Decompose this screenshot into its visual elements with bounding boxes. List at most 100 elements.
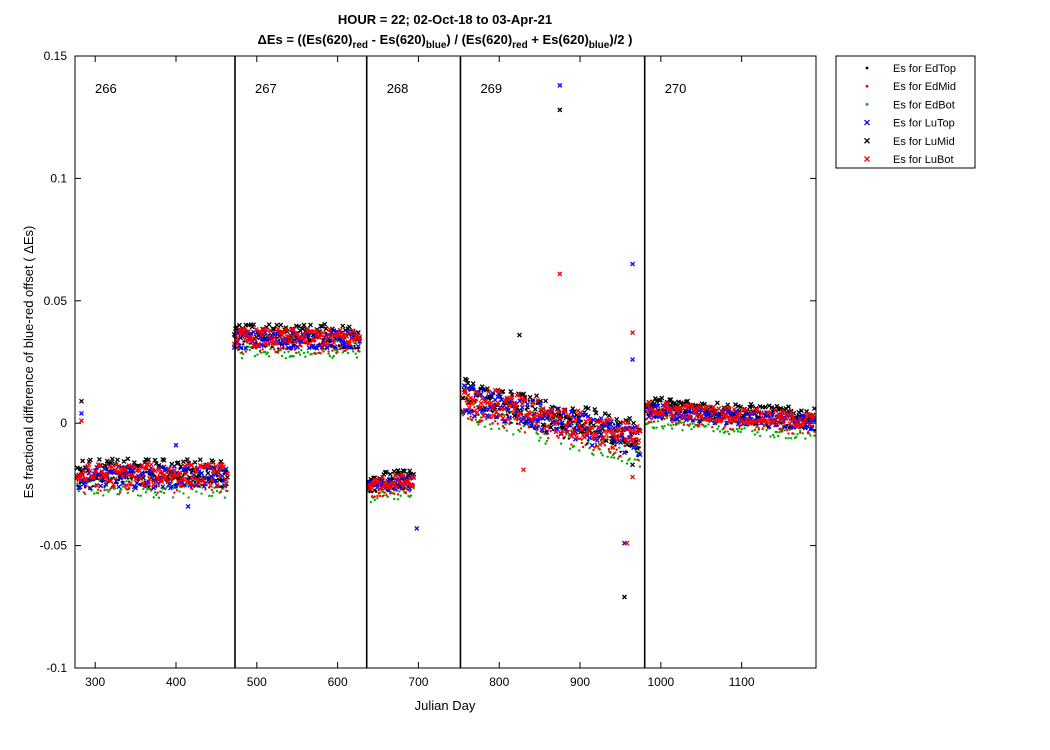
point-es-for-edbot	[283, 351, 286, 354]
point-es-for-edbot	[518, 430, 521, 433]
point-es-for-lutop	[540, 416, 546, 421]
point-es-for-lubot	[674, 405, 680, 410]
point-es-for-lubot	[177, 470, 183, 476]
point-es-for-lubot	[779, 408, 785, 414]
point-es-for-lumid	[686, 408, 692, 414]
point-es-for-lutop	[501, 418, 507, 424]
point-es-for-edmid	[127, 487, 131, 490]
point-es-for-lubot	[778, 415, 784, 421]
point-es-for-edbot	[578, 449, 581, 452]
point-es-for-lubot	[279, 332, 285, 338]
point-es-for-lubot	[711, 404, 716, 410]
point-es-for-edbot	[126, 491, 130, 495]
point-es-for-edbot	[670, 427, 674, 430]
point-es-for-lubot	[120, 473, 126, 479]
point-es-for-lumid	[615, 421, 621, 427]
point-es-for-lumid	[278, 322, 284, 328]
point-es-for-lubot	[357, 336, 363, 342]
point-es-for-lubot	[766, 410, 772, 416]
point-es-for-lutop	[483, 407, 489, 413]
point-es-for-edbot	[392, 497, 396, 501]
outlier-es-for-lumid	[557, 107, 563, 113]
point-es-for-lutop	[273, 331, 279, 336]
point-es-for-edbot	[682, 421, 685, 424]
point-es-for-lubot	[93, 469, 98, 475]
point-es-for-edbot	[612, 456, 616, 459]
point-es-for-lubot	[156, 466, 162, 472]
point-es-for-lumid	[382, 469, 388, 475]
point-es-for-edtop	[531, 404, 534, 408]
point-es-for-edbot	[735, 427, 739, 431]
plot-frame	[74, 55, 817, 669]
point-es-for-edbot	[505, 429, 509, 432]
point-es-for-edbot	[409, 494, 413, 497]
point-es-for-edmid	[756, 424, 759, 428]
point-es-for-lutop	[576, 416, 582, 422]
point-es-for-edtop	[340, 344, 343, 347]
point-es-for-edbot	[707, 423, 710, 426]
point-es-for-lutop	[571, 414, 577, 420]
point-es-for-edmid	[240, 351, 244, 354]
point-es-for-edmid	[615, 448, 618, 451]
point-es-for-edtop	[612, 423, 616, 426]
point-es-for-edmid	[711, 425, 714, 429]
point-es-for-lubot	[472, 408, 477, 414]
point-es-for-edtop	[515, 422, 519, 425]
point-es-for-edtop	[342, 346, 346, 350]
point-es-for-lubot	[122, 467, 128, 473]
point-es-for-edmid	[607, 447, 611, 451]
point-es-for-edtop	[597, 435, 600, 439]
point-es-for-lumid	[500, 389, 506, 394]
point-es-for-edbot	[153, 491, 157, 494]
point-es-for-edbot	[328, 354, 332, 358]
legend-marker-es-for-lubot	[864, 156, 870, 162]
legend-marker-es-for-edtop	[865, 66, 869, 70]
point-es-for-edmid	[470, 418, 474, 422]
point-es-for-lutop	[709, 407, 715, 412]
point-es-for-lutop	[557, 421, 563, 427]
point-es-for-edbot	[610, 456, 613, 459]
point-es-for-lubot	[494, 409, 499, 415]
point-es-for-edmid	[377, 492, 380, 495]
legend-label-es-for-edtop: Es for EdTop	[893, 63, 956, 75]
point-es-for-lubot	[240, 327, 246, 333]
point-es-for-lumid	[340, 323, 346, 329]
point-es-for-lubot	[286, 333, 291, 339]
point-es-for-edbot	[102, 494, 105, 497]
point-es-for-lumid	[210, 459, 216, 465]
point-es-for-edmid	[501, 424, 505, 428]
point-es-for-lumid	[786, 404, 791, 410]
point-es-for-lumid	[614, 416, 620, 422]
point-es-for-lubot	[166, 466, 172, 472]
point-es-for-edmid	[762, 425, 766, 428]
point-es-for-edbot	[789, 437, 793, 440]
x-tick-label: 1000	[647, 675, 674, 689]
point-es-for-edbot	[804, 437, 807, 440]
point-es-for-lutop	[685, 408, 691, 414]
point-es-for-lubot	[685, 404, 691, 410]
point-es-for-edbot	[756, 431, 759, 434]
title-part-2: - Es(620)	[368, 32, 426, 47]
point-es-for-edbot	[473, 402, 476, 405]
point-es-for-edbot	[740, 428, 744, 431]
point-es-for-lumid	[195, 475, 201, 481]
point-es-for-lubot	[601, 435, 607, 441]
point-es-for-lubot	[253, 326, 259, 332]
point-es-for-lubot	[355, 333, 361, 339]
point-es-for-lumid	[96, 456, 102, 462]
point-es-for-lubot	[180, 476, 186, 482]
point-es-for-lutop	[173, 483, 179, 489]
point-es-for-lubot	[532, 412, 538, 418]
point-es-for-edbot	[775, 430, 779, 434]
point-es-for-lutop	[525, 401, 530, 407]
point-es-for-lubot	[223, 477, 229, 483]
point-es-for-lubot	[487, 414, 493, 420]
point-es-for-edbot	[689, 423, 692, 426]
point-es-for-lumid	[387, 471, 393, 477]
point-es-for-lumid	[104, 458, 110, 464]
point-es-for-lubot	[543, 409, 549, 414]
point-es-for-lubot	[381, 484, 387, 490]
point-es-for-lubot	[175, 479, 181, 484]
point-es-for-lumid	[484, 386, 490, 392]
point-es-for-edbot	[618, 446, 621, 449]
